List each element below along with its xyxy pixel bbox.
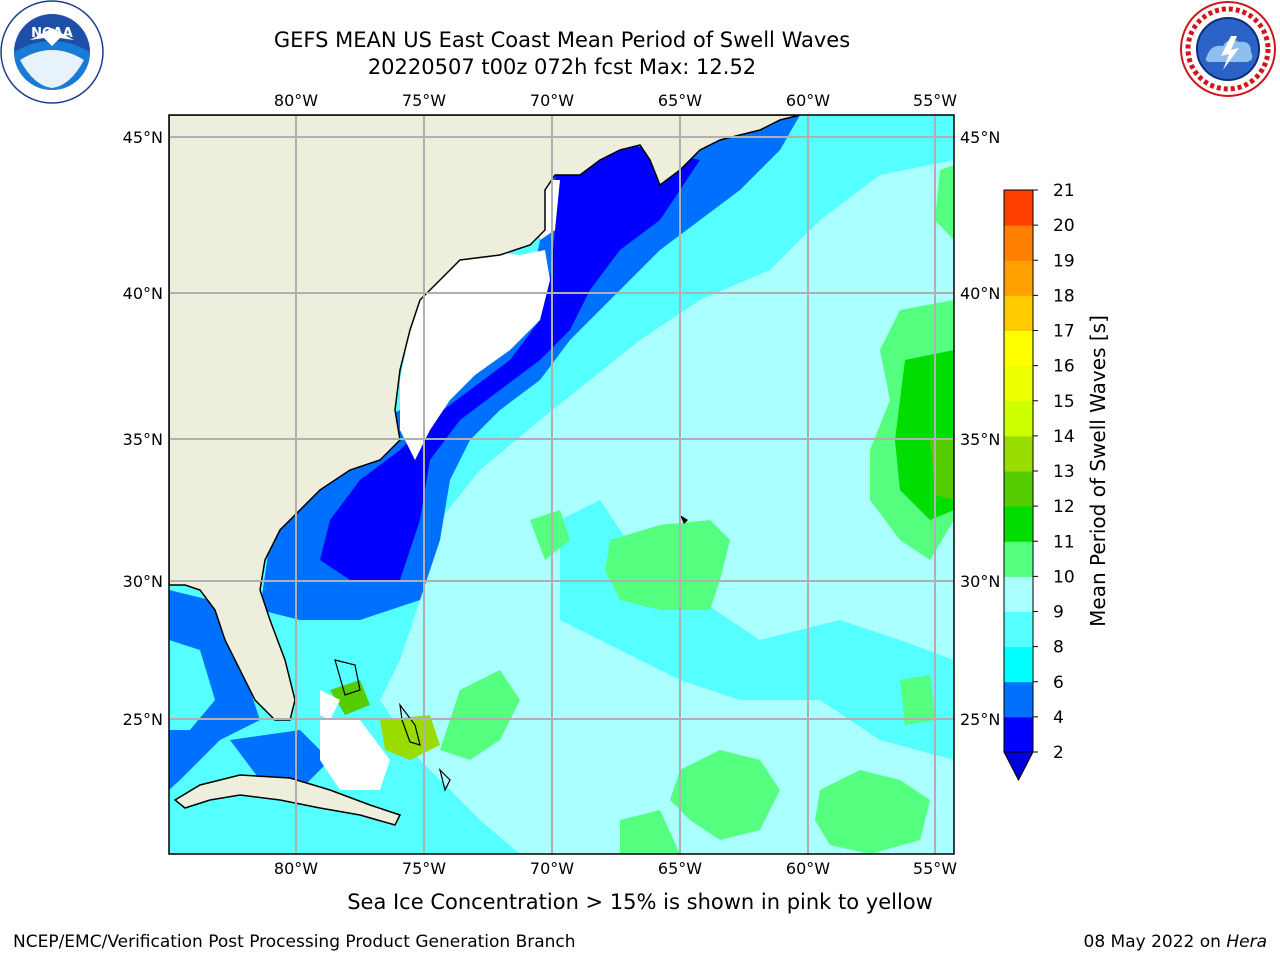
lat-label: 25°N: [123, 710, 163, 729]
colorbar-segment: [1004, 681, 1033, 718]
colorbar-tick-label: 16: [1053, 357, 1075, 377]
colorbar: 2 4 6 8 9 10 11 12 13 14 15 16 17 18 19 20 21: [1003, 181, 1075, 782]
colorbar-segment: [1004, 471, 1033, 507]
lat-label: 40°N: [960, 284, 1000, 303]
lon-label: 60°W: [786, 91, 830, 110]
colorbar-tick-label: 8: [1053, 638, 1064, 658]
map-frame: [168, 114, 955, 855]
colorbar-segment: [1004, 646, 1033, 683]
colorbar-segment: [1004, 225, 1033, 261]
colorbar-tick-label: 15: [1053, 392, 1075, 412]
lat-label: 45°N: [960, 128, 1000, 147]
lat-label: 30°N: [960, 572, 1000, 591]
lon-label: 55°W: [913, 91, 957, 110]
colorbar-segment: [1004, 295, 1033, 331]
map-field: [169, 115, 954, 854]
colorbar-tick-label: 20: [1053, 216, 1075, 236]
colorbar-tick-label: 12: [1053, 497, 1075, 517]
map-subtitle: 20220507 t00z 072h fcst Max: 12.52: [367, 55, 757, 79]
colorbar-tick-label: 4: [1053, 708, 1064, 728]
nws-logo: [1177, 0, 1280, 98]
lat-label: 45°N: [123, 128, 163, 147]
colorbar-segment: [1004, 716, 1033, 753]
colorbar-tick-label: 17: [1053, 322, 1075, 342]
lon-label: 70°W: [530, 91, 574, 110]
lon-label: 80°W: [274, 91, 318, 110]
footer-host: Hera: [1226, 932, 1267, 952]
lon-label: 70°W: [530, 859, 574, 878]
lat-labels-left: 45°N 40°N 35°N 30°N 25°N: [123, 128, 163, 729]
lon-labels-bottom: 80°W 75°W 70°W 65°W 60°W 55°W: [274, 859, 957, 878]
lon-label: 65°W: [658, 91, 702, 110]
colorbar-tick-label: 10: [1053, 567, 1075, 587]
colorbar-segment: [1004, 330, 1033, 367]
colorbar-segment: [1004, 576, 1033, 612]
land-north-america: [169, 115, 801, 721]
lon-label: 80°W: [274, 859, 318, 878]
lat-label: 25°N: [960, 710, 1000, 729]
colorbar-segment: [1004, 435, 1033, 472]
coastal-blank-region: [400, 250, 550, 460]
colorbar-segment: [1004, 400, 1033, 437]
sea-ice-note: Sea Ice Concentration > 15% is shown in …: [347, 890, 933, 914]
colorbar-tick-label: 9: [1053, 603, 1064, 623]
lat-label: 40°N: [123, 284, 163, 303]
colorbar-tick-label: 14: [1053, 427, 1075, 447]
lon-label: 75°W: [402, 859, 446, 878]
colorbar-tick-label: 18: [1053, 286, 1075, 306]
swell-field-green-central: [605, 520, 730, 610]
colorbar-title: Mean Period of Swell Waves [s]: [1086, 315, 1110, 627]
footer-date: 08 May 2022 on Hera: [1084, 932, 1268, 952]
lat-labels-right: 45°N 40°N 35°N 30°N 25°N: [960, 128, 1000, 729]
colorbar-segment: [1004, 611, 1033, 648]
lat-label: 35°N: [123, 430, 163, 449]
colorbar-tick-label: 2: [1053, 743, 1064, 763]
lat-label: 30°N: [123, 572, 163, 591]
colorbar-tick-label: 21: [1053, 181, 1075, 201]
colorbar-under-arrow: [1003, 751, 1034, 782]
svg-text:NOAA: NOAA: [31, 26, 73, 41]
colorbar-segment: [1004, 190, 1033, 226]
colorbar-segment: [1004, 365, 1033, 402]
colorbar-tick-label: 6: [1053, 673, 1064, 693]
colorbar-tick-label: 11: [1053, 532, 1075, 552]
land-cuba: [173, 774, 402, 826]
lat-label: 35°N: [960, 430, 1000, 449]
footer-credit: NCEP/EMC/Verification Post Processing Pr…: [13, 932, 576, 952]
lon-label: 75°W: [402, 91, 446, 110]
lon-label: 60°W: [786, 859, 830, 878]
lon-labels-top: 80°W 75°W 70°W 65°W 60°W 55°W: [274, 91, 957, 110]
colorbar-tick-label: 19: [1053, 251, 1075, 271]
colorbar-tick-label: 13: [1053, 462, 1075, 482]
swell-field-green-south: [670, 750, 780, 840]
colorbar-segment: [1004, 260, 1033, 296]
map-title: GEFS MEAN US East Coast Mean Period of S…: [273, 28, 851, 52]
footer-date-text: 08 May 2022 on: [1083, 932, 1227, 952]
lon-label: 65°W: [658, 859, 702, 878]
colorbar-segment: [1004, 541, 1033, 577]
lon-label: 55°W: [913, 859, 957, 878]
colorbar-segment: [1004, 506, 1033, 542]
noaa-logo: NOAA: [0, 0, 104, 104]
graticule: [169, 115, 954, 854]
